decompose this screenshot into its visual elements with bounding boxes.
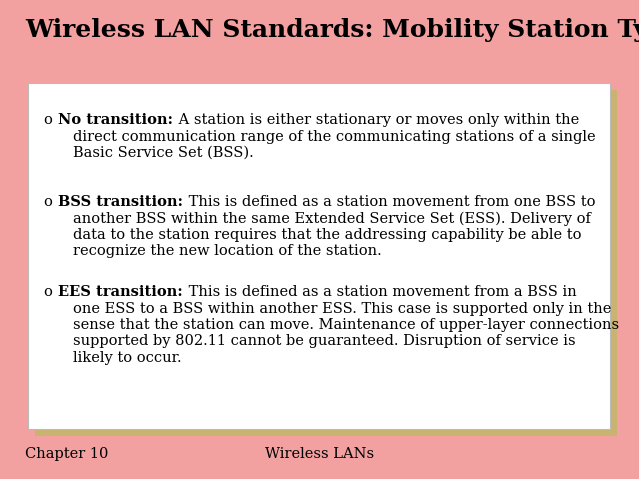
Text: o: o [43, 285, 52, 299]
Text: Wireless LAN Standards: Mobility Station Types: Wireless LAN Standards: Mobility Station… [25, 18, 639, 42]
Text: direct communication range of the communicating stations of a single: direct communication range of the commun… [73, 129, 596, 144]
Bar [28, 83, 610, 429]
Text: one ESS to a BSS within another ESS. This case is supported only in the: one ESS to a BSS within another ESS. Thi… [73, 301, 612, 316]
Text: data to the station requires that the addressing capability be able to: data to the station requires that the ad… [73, 228, 581, 242]
Text: another BSS within the same Extended Service Set (ESS). Delivery of: another BSS within the same Extended Ser… [73, 212, 591, 226]
Bar [35, 90, 617, 436]
Text: recognize the new location of the station.: recognize the new location of the statio… [73, 244, 381, 259]
Text: EES transition:: EES transition: [58, 285, 183, 299]
Text: Basic Service Set (BSS).: Basic Service Set (BSS). [73, 146, 254, 160]
Text: supported by 802.11 cannot be guaranteed. Disruption of service is: supported by 802.11 cannot be guaranteed… [73, 334, 576, 349]
Text: This is defined as a station movement from a BSS in: This is defined as a station movement fr… [184, 285, 576, 299]
Text: o: o [43, 113, 52, 127]
Text: A station is either stationary or moves only within the: A station is either stationary or moves … [174, 113, 579, 127]
Text: BSS transition:: BSS transition: [58, 195, 183, 209]
Text: This is defined as a station movement from one BSS to: This is defined as a station movement fr… [184, 195, 596, 209]
Text: Chapter 10: Chapter 10 [25, 447, 109, 461]
Text: sense that the station can move. Maintenance of upper-layer connections: sense that the station can move. Mainten… [73, 318, 619, 332]
Text: o: o [43, 195, 52, 209]
Text: likely to occur.: likely to occur. [73, 351, 181, 365]
Text: Wireless LANs: Wireless LANs [265, 447, 374, 461]
Text: No transition:: No transition: [58, 113, 173, 127]
